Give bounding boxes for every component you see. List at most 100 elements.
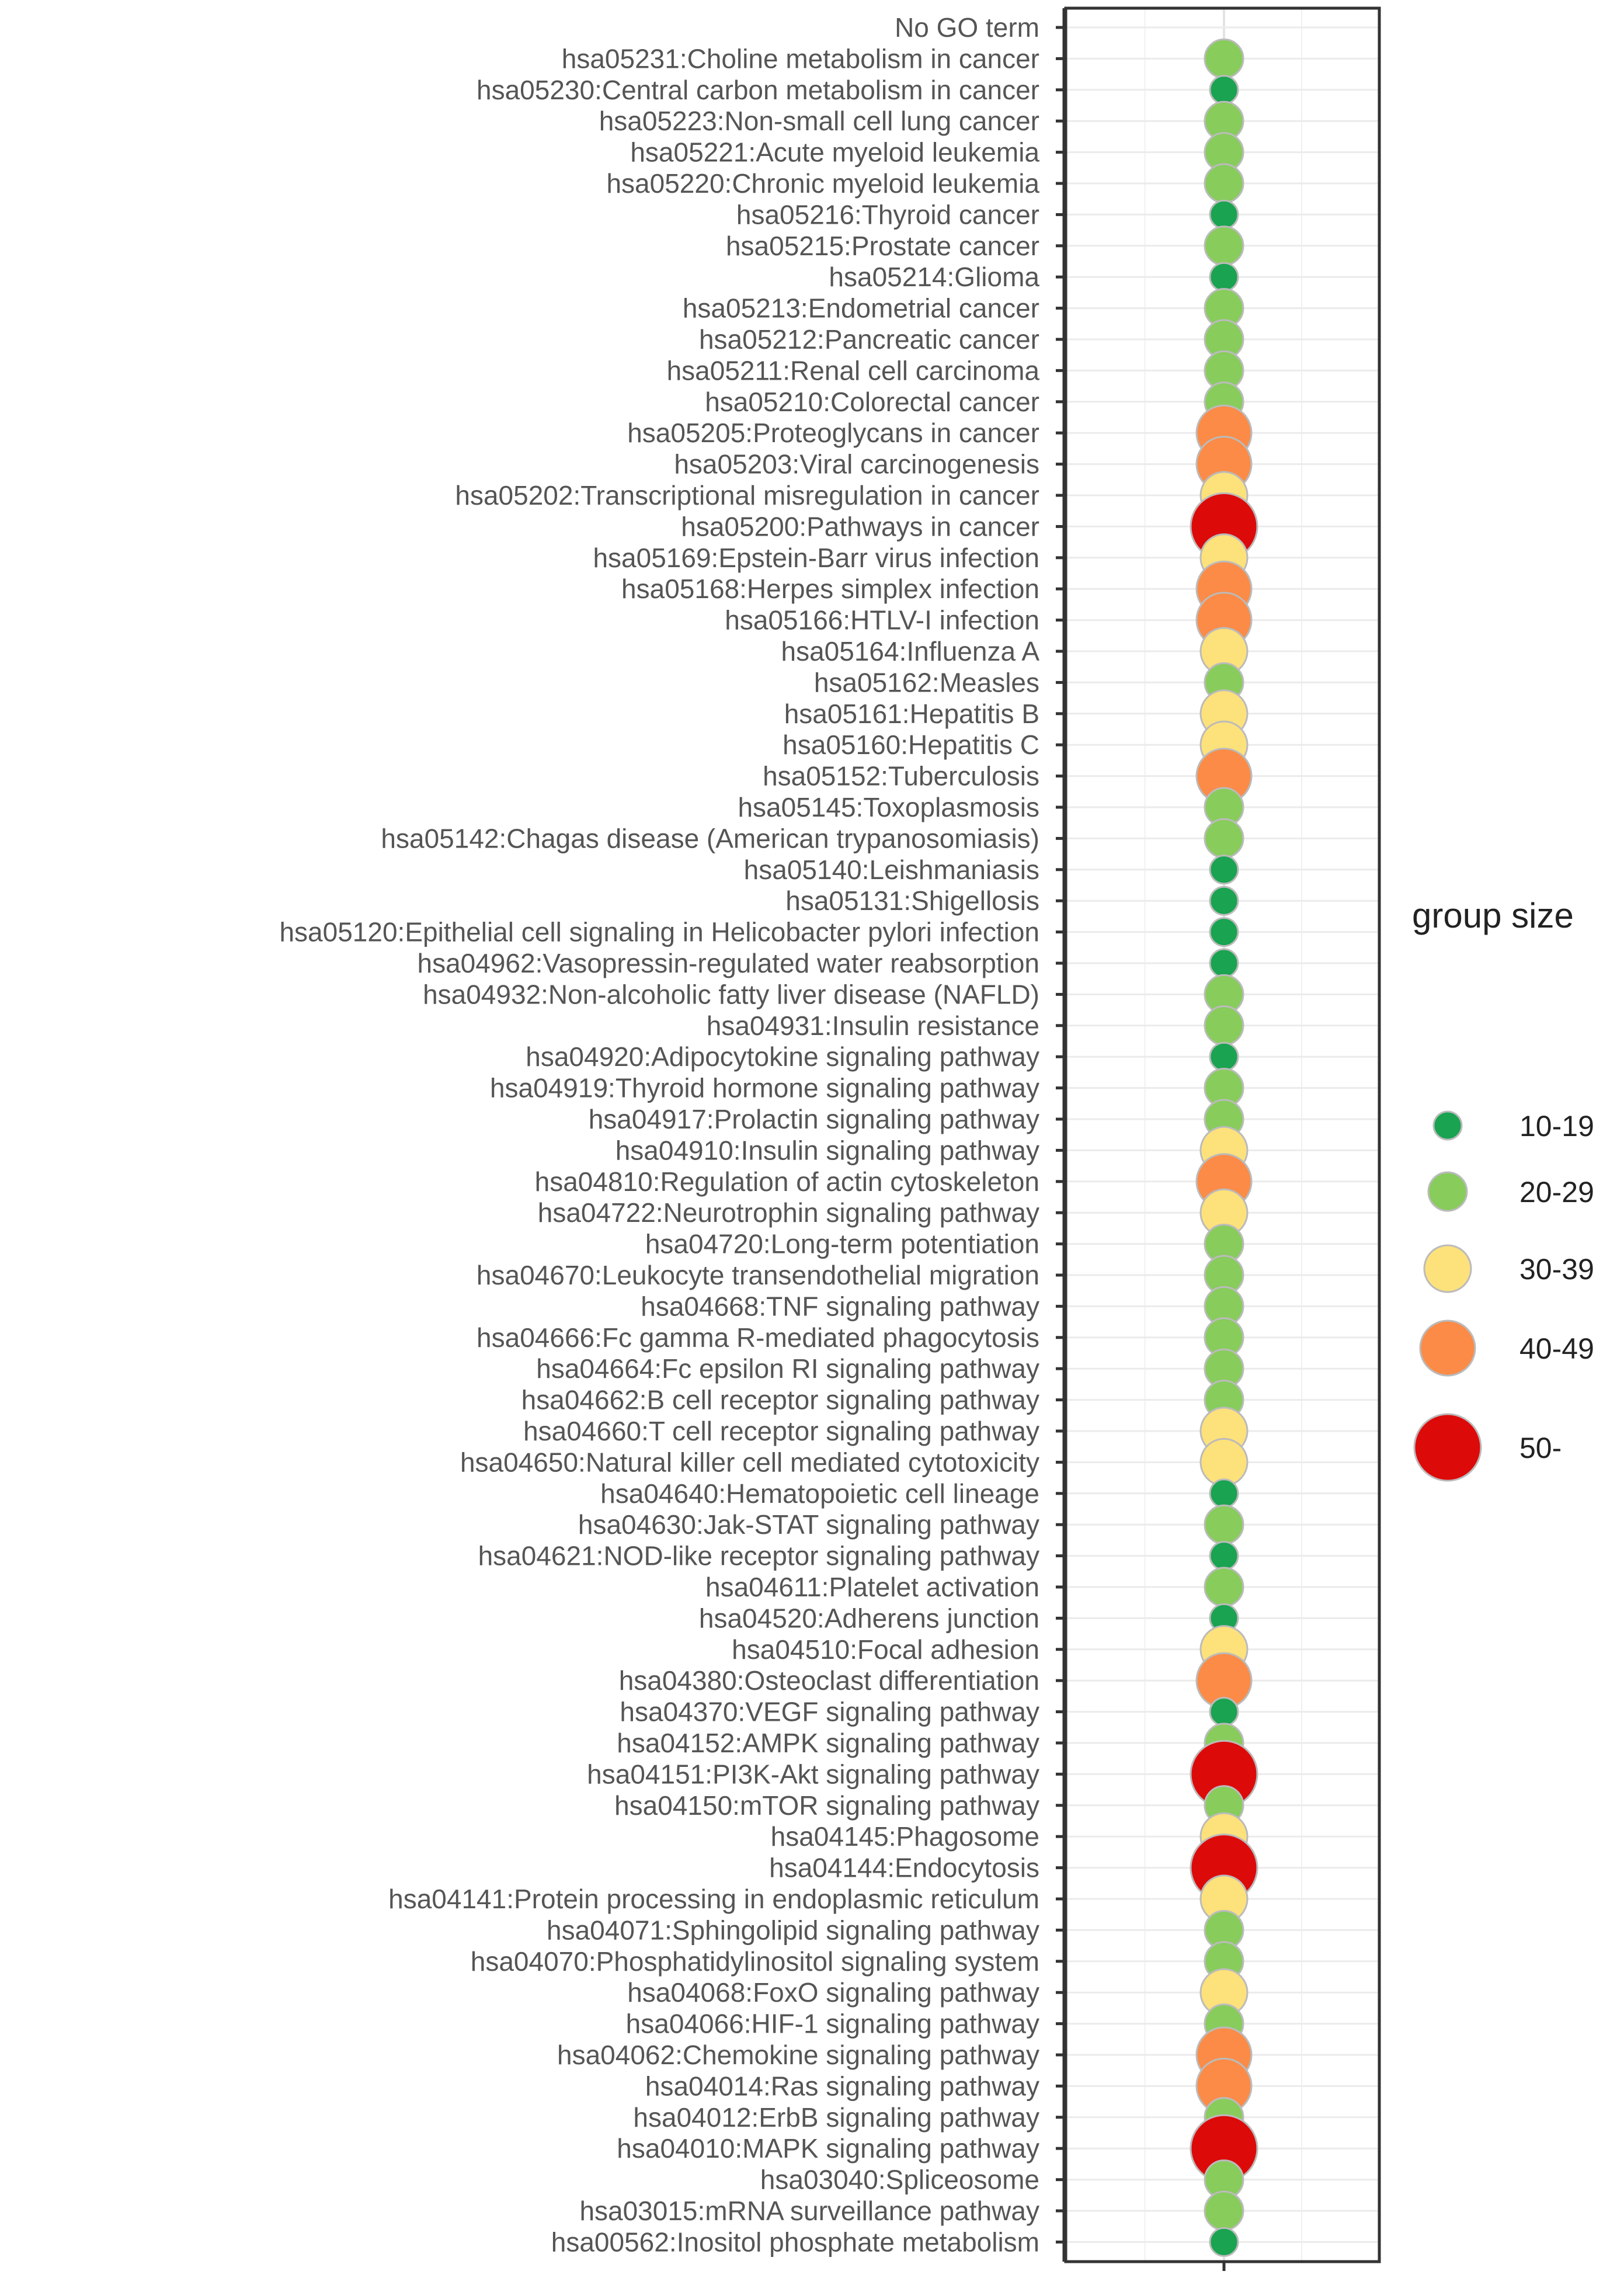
y-tick-label: hsa05120:Epithelial cell signaling in He… [279,917,1039,947]
data-point [1204,818,1244,859]
data-point [1209,2227,1239,2257]
y-tick-label: hsa04071:Sphingolipid signaling pathway [547,1915,1039,1945]
y-tick-label: hsa04931:Insulin resistance [707,1010,1039,1041]
data-point [1204,1005,1244,1046]
legend-key-10-19 [1432,1110,1463,1141]
y-tick-label: hsa04141:Protein processing in endoplasm… [388,1884,1039,1914]
legend-key-30-39 [1423,1244,1472,1293]
y-tick-label: hsa04962:Vasopressin-regulated water rea… [418,948,1039,978]
legend-key-50- [1413,1413,1482,1482]
legend-label: 20-29 [1519,1176,1594,1209]
y-tick-label: hsa04520:Adherens junction [699,1603,1039,1633]
y-tick-label: hsa04919:Thyroid hormone signaling pathw… [490,1073,1039,1103]
y-tick-label: hsa05211:Renal cell carcinoma [667,355,1040,386]
y-tick-label: hsa04014:Ras signaling pathway [645,2071,1039,2101]
y-tick-label: hsa04370:VEGF signaling pathway [620,1697,1039,1727]
y-tick-label: hsa03040:Spliceosome [760,2165,1039,2195]
y-tick-label: hsa04917:Prolactin signaling pathway [589,1104,1039,1134]
y-tick-label: hsa04145:Phagosome [771,1821,1039,1852]
data-point [1209,1041,1239,1072]
y-tick-label: hsa05220:Chronic myeloid leukemia [606,168,1039,199]
y-tick-label: hsa05214:Glioma [829,262,1039,292]
y-tick-label: hsa05140:Leishmaniasis [744,855,1039,885]
data-point [1204,225,1244,266]
legend-label: 50- [1519,1432,1562,1464]
data-point [1209,75,1239,105]
y-tick-label: hsa04920:Adipocytokine signaling pathway [526,1041,1039,1072]
y-tick-label: hsa04722:Neurotrophin signaling pathway [538,1197,1039,1228]
y-tick-label: hsa04621:NOD-like receptor signaling pat… [478,1541,1039,1571]
y-tick-label: hsa05231:Choline metabolism in cancer [562,43,1039,74]
y-tick-label: hsa05202:Transcriptional misregulation i… [455,480,1039,511]
y-tick-label: hsa04670:Leukocyte transendothelial migr… [477,1260,1039,1290]
y-tick-label: hsa05205:Proteoglycans in cancer [627,418,1039,448]
y-tick-label: hsa05200:Pathways in cancer [681,511,1039,541]
data-point [1209,199,1239,230]
legend-key-40-49 [1419,1319,1476,1377]
data-point [1209,262,1239,292]
y-tick-label: hsa04662:B cell receptor signaling pathw… [521,1385,1039,1415]
y-tick-label: No GO term [895,12,1039,43]
y-tick-label: hsa05210:Colorectal cancer [705,387,1039,417]
data-point [1209,885,1239,916]
data-point [1204,38,1244,79]
y-tick-label: hsa04066:HIF-1 signaling pathway [626,2009,1039,2039]
y-tick-label: hsa04144:Endocytosis [769,1853,1039,1883]
y-tick-label: hsa05221:Acute myeloid leukemia [630,137,1039,168]
y-tick-label: hsa04611:Platelet activation [705,1572,1039,1602]
y-tick-label: hsa04070:Phosphatidylinositol signaling … [471,1946,1039,1977]
legend-title: group size [1412,896,1574,935]
y-tick-label: hsa03015:mRNA surveillance pathway [579,2196,1039,2226]
y-tick-label: hsa04012:ErbB signaling pathway [633,2102,1039,2133]
y-tick-label: hsa04810:Regulation of actin cytoskeleto… [535,1166,1039,1197]
legend-label: 40-49 [1519,1332,1594,1365]
data-point [1204,1567,1244,1607]
data-point [1209,917,1239,947]
y-tick-label: hsa04630:Jak-STAT signaling pathway [578,1509,1039,1540]
y-tick-label: hsa05169:Epstein-Barr virus infection [593,543,1039,573]
legend-label: 10-19 [1519,1110,1594,1143]
y-tick-label: hsa00562:Inositol phosphate metabolism [551,2227,1039,2257]
y-tick-label: hsa04668:TNF signaling pathway [641,1291,1039,1321]
y-tick-label: hsa05213:Endometrial cancer [683,293,1039,324]
y-tick-label: hsa05131:Shigellosis [785,885,1039,916]
y-tick-label: hsa05152:Tuberculosis [763,761,1039,791]
y-tick-label: hsa05145:Toxoplasmosis [738,792,1039,822]
y-tick-label: hsa05168:Herpes simplex infection [621,574,1039,604]
y-tick-label: hsa05166:HTLV-I infection [725,605,1039,636]
data-point [1204,1504,1244,1545]
y-tick-label: hsa05216:Thyroid cancer [736,199,1039,230]
y-tick-label: hsa04150:mTOR signaling pathway [614,1790,1039,1821]
y-tick-label: hsa05161:Hepatitis B [784,699,1039,729]
y-tick-label: hsa05160:Hepatitis C [783,730,1039,760]
y-tick-label: hsa05230:Central carbon metabolism in ca… [477,75,1039,105]
data-point [1209,1541,1239,1571]
y-tick-label: hsa04932:Non-alcoholic fatty liver disea… [423,979,1039,1009]
legend-key-20-29 [1427,1171,1468,1212]
y-tick-label: hsa04510:Focal adhesion [732,1634,1039,1665]
y-tick-label: hsa04010:MAPK signaling pathway [617,2133,1039,2164]
y-tick-label: hsa05164:Influenza A [781,636,1040,666]
data-point [1209,855,1239,885]
data-point [1209,948,1239,978]
y-tick-label: hsa04062:Chemokine signaling pathway [557,2040,1039,2070]
y-tick-label: hsa04666:Fc gamma R-mediated phagocytosi… [477,1322,1039,1353]
y-tick-label: hsa04152:AMPK signaling pathway [617,1728,1039,1758]
data-point [1209,1478,1239,1509]
y-tick-label: hsa04910:Insulin signaling pathway [615,1135,1039,1165]
y-tick-label: hsa04380:Osteoclast differentiation [619,1665,1039,1696]
y-tick-label: hsa05162:Measles [814,667,1039,697]
y-tick-label: hsa04068:FoxO signaling pathway [627,1977,1039,2008]
y-tick-label: hsa05215:Prostate cancer [726,231,1039,261]
y-tick-label: hsa05223:Non-small cell lung cancer [599,106,1039,136]
y-tick-label: hsa04650:Natural killer cell mediated cy… [460,1447,1039,1477]
y-tick-label: hsa05212:Pancreatic cancer [699,324,1039,355]
data-point [1204,2190,1244,2231]
y-tick-label: hsa05203:Viral carcinogenesis [674,449,1039,480]
y-tick-label: hsa04151:PI3K-Akt signaling pathway [587,1759,1039,1789]
y-tick-label: hsa04640:Hematopoietic cell lineage [600,1478,1039,1509]
data-point [1204,163,1244,204]
y-tick-label: hsa04660:T cell receptor signaling pathw… [523,1416,1039,1446]
y-tick-label: hsa05142:Chagas disease (American trypan… [381,823,1039,853]
